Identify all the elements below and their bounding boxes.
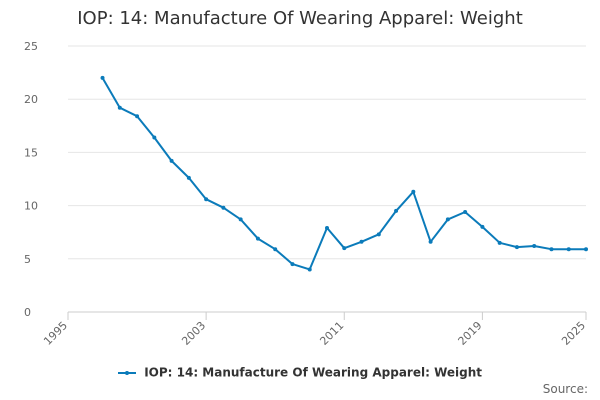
x-tick-label: 2011 — [317, 319, 346, 348]
chart-title: IOP: 14: Manufacture Of Wearing Apparel:… — [77, 8, 523, 29]
data-point[interactable] — [394, 208, 399, 213]
x-tick-label: 2025 — [559, 319, 588, 348]
series-line[interactable] — [101, 77, 587, 271]
x-tick-label: 2003 — [179, 319, 208, 348]
y-tick-label: 20 — [24, 93, 38, 106]
legend[interactable]: IOP: 14: Manufacture Of Wearing Apparel:… — [0, 365, 600, 380]
legend-item-label: IOP: 14: Manufacture Of Wearing Apparel:… — [144, 365, 482, 380]
data-point[interactable] — [463, 209, 468, 214]
data-point[interactable] — [290, 262, 295, 267]
x-tick-label: 2019 — [456, 319, 485, 348]
data-point[interactable] — [514, 245, 519, 250]
data-point[interactable] — [307, 267, 312, 272]
y-tick-label: 15 — [24, 146, 38, 159]
data-point[interactable] — [204, 197, 209, 202]
data-point[interactable] — [376, 232, 381, 237]
y-tick-label: 5 — [24, 253, 31, 266]
data-point[interactable] — [532, 244, 537, 249]
data-point[interactable] — [325, 225, 329, 230]
data-point[interactable] — [445, 217, 450, 222]
data-point[interactable] — [152, 135, 157, 140]
data-point[interactable] — [566, 247, 571, 252]
y-tick-label: 10 — [24, 200, 38, 213]
data-point[interactable] — [359, 239, 364, 244]
data-point[interactable] — [117, 105, 122, 110]
data-point[interactable] — [549, 247, 554, 252]
data-point[interactable] — [497, 240, 502, 245]
legend-line-marker-icon — [118, 368, 136, 378]
y-tick-label: 0 — [24, 306, 31, 319]
x-tick-label: 1995 — [41, 319, 70, 348]
data-point[interactable] — [221, 205, 226, 210]
grid-lines — [68, 45, 586, 313]
data-point[interactable] — [238, 217, 243, 222]
data-point[interactable] — [584, 247, 588, 252]
data-point[interactable] — [186, 175, 191, 180]
data-point[interactable] — [411, 189, 416, 194]
series-layer — [100, 75, 588, 272]
y-tick-label: 25 — [24, 40, 38, 53]
data-point[interactable] — [255, 236, 260, 241]
data-point[interactable] — [169, 158, 174, 163]
data-point[interactable] — [428, 239, 433, 244]
data-point[interactable] — [135, 114, 140, 119]
data-point[interactable] — [342, 246, 347, 251]
data-point[interactable] — [100, 75, 105, 80]
data-point[interactable] — [273, 247, 278, 252]
data-point[interactable] — [480, 224, 485, 229]
source-credit[interactable]: Source: — [542, 382, 588, 396]
